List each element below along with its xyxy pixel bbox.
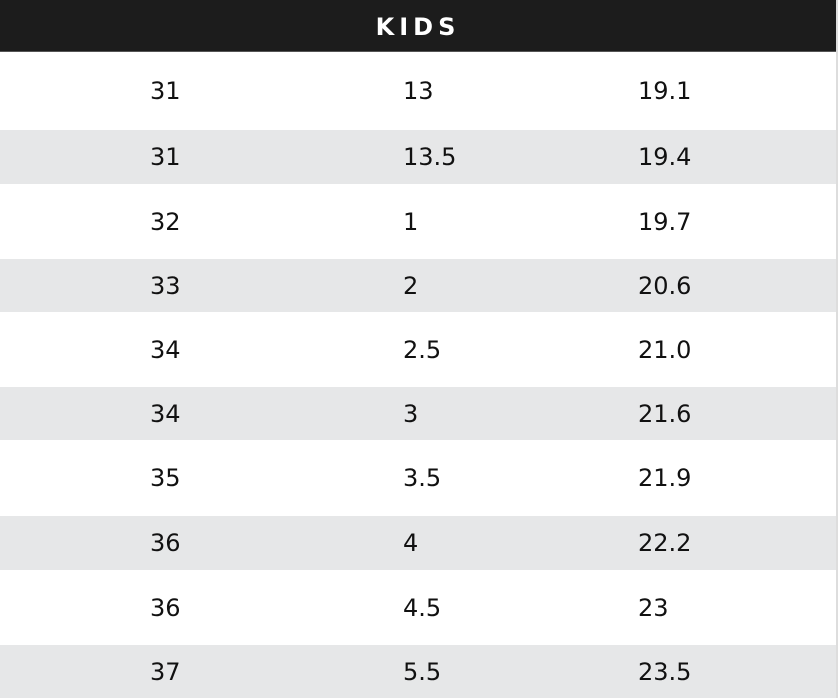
table-cell: 13.5 [403,143,457,171]
table-cell: 13 [403,76,434,105]
table-row: 36 4.5 23 [0,570,836,645]
table-cell: 20.6 [638,271,692,300]
table-cell: 36 [150,529,181,557]
table-cell: 4.5 [403,593,442,622]
table-cell: 23.5 [638,657,692,686]
table-row: 36 4 22.2 [0,516,836,570]
table-row: 37 5.5 23.5 [0,645,836,698]
table-cell: 35 [150,464,181,492]
table-row: 34 3 21.6 [0,387,836,440]
table-cell: 4 [403,529,419,557]
table-cell: 21.6 [638,399,692,428]
table-cell: 21.0 [638,335,692,364]
table-cell: 36 [150,593,181,622]
table-cell: 37 [150,657,181,686]
table-title: KIDS [0,0,836,52]
table-row: 31 13.5 19.4 [0,130,836,184]
table-cell: 23 [638,593,669,622]
table-cell: 32 [150,207,181,236]
table-row: 32 1 19.7 [0,184,836,259]
table-row: 33 2 20.6 [0,259,836,312]
table-cell: 19.4 [638,143,692,171]
table-cell: 3.5 [403,464,442,492]
table-cell: 1 [403,207,419,236]
table-cell: 19.7 [638,207,692,236]
divider [836,0,838,698]
table-cell: 2 [403,271,419,300]
table-row: 35 3.5 21.9 [0,440,836,516]
table-cell: 5.5 [403,657,442,686]
table-cell: 31 [150,143,181,171]
table-cell: 19.1 [638,76,692,105]
table-cell: 22.2 [638,529,692,557]
table-cell: 2.5 [403,335,442,364]
table-cell: 34 [150,399,181,428]
table-row: 31 13 19.1 [0,51,836,130]
table-row: 34 2.5 21.0 [0,312,836,387]
table-cell: 33 [150,271,181,300]
table-cell: 34 [150,335,181,364]
table-cell: 31 [150,76,181,105]
table-cell: 3 [403,399,419,428]
table-cell: 21.9 [638,464,692,492]
